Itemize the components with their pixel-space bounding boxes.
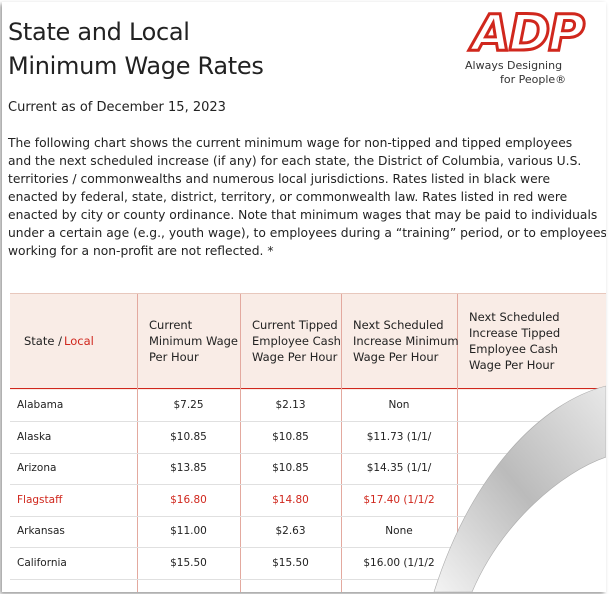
value-cell: None (385, 525, 413, 537)
row-rule (10, 515, 606, 517)
row-rule (10, 578, 606, 580)
curl (433, 385, 606, 592)
row-rule (10, 484, 606, 485)
state-cell: Arizona (17, 462, 57, 474)
column-header: Increase Minimum (353, 334, 459, 348)
intro-line: territories / commonwealths and numerous… (8, 172, 551, 186)
table-header (10, 293, 606, 390)
state-cell: Flagstaff (17, 493, 63, 506)
column-rule (137, 294, 138, 592)
value-cell: $2.63 (275, 525, 306, 537)
column-header: Per Hour (149, 350, 199, 364)
value-cell: $2.13 (275, 399, 306, 411)
value-cell: $14.80 (272, 493, 309, 506)
intro-line: The following chart shows the current mi… (8, 136, 573, 150)
row-rule (10, 452, 606, 454)
column-header: Increase Tipped (469, 326, 561, 340)
column-header: Wage Per Hour (353, 350, 439, 364)
column-header: Wage Per Hour (252, 350, 338, 364)
logo: ADP (471, 3, 587, 64)
intro-line: working for a non-profit are not reflect… (8, 244, 274, 258)
row-rule (10, 547, 606, 548)
title: State and Local (8, 18, 190, 46)
column-header: Minimum Wage (149, 334, 239, 348)
value-cell: $16.80 (170, 493, 207, 506)
value-cell: Non (388, 399, 410, 411)
column-rule (240, 294, 241, 592)
header-local: Local (64, 334, 94, 348)
intro-line: and the next scheduled increase (if any)… (8, 154, 582, 168)
row-rule (10, 421, 606, 422)
date: Current as of December 15, 2023 (8, 100, 226, 115)
intro-line: enacted by federal, state, district, ter… (8, 190, 568, 204)
value-cell: $10.85 (170, 430, 207, 443)
header-state: State / (24, 334, 62, 348)
state-cell: Alabama (17, 399, 64, 411)
value-cell: $15.50 (170, 556, 207, 569)
column-header: Employee Cash (252, 334, 341, 348)
page-curl (432, 385, 606, 592)
intro-line: enacted by city or county ordinance. Not… (8, 208, 598, 222)
column-header: Wage Per Hour (469, 358, 555, 372)
value-cell: $16.00 (1/1/2 (363, 556, 435, 569)
column-rule (457, 294, 458, 592)
value-cell: $11.73 (1/1/ (366, 430, 432, 443)
column-header: Next Scheduled (353, 318, 444, 332)
column-header: Employee Cash (469, 342, 558, 356)
column-header: Current (149, 318, 193, 332)
value-cell: $10.85 (272, 462, 309, 474)
document: State and Local Minimum Wage Rates ADP A… (2, 2, 606, 592)
column-header: Current Tipped (252, 318, 338, 332)
column-header: Next Scheduled (469, 310, 560, 324)
value-cell: $10.85 (272, 430, 309, 443)
value-cell: $7.25 (173, 399, 204, 411)
value-cell: $15.50 (272, 556, 309, 569)
value-cell: $14.35 (1/1/ (366, 462, 432, 474)
logo-tagline: Always Designing (465, 59, 563, 72)
state-cell: California (17, 556, 67, 569)
value-cell: $17.40 (1/1/2 (363, 493, 435, 506)
value-cell: $13.85 (170, 462, 207, 474)
state-cell: Alaska (17, 430, 52, 443)
title: Minimum Wage Rates (8, 52, 264, 80)
header-rule (10, 388, 606, 389)
intro-line: under a certain age (e.g., youth wage), … (8, 226, 606, 240)
state-cell: Arkansas (17, 525, 65, 537)
column-rule (341, 294, 342, 592)
logo-tagline: for People® (500, 73, 567, 86)
value-cell: $11.00 (170, 525, 207, 537)
